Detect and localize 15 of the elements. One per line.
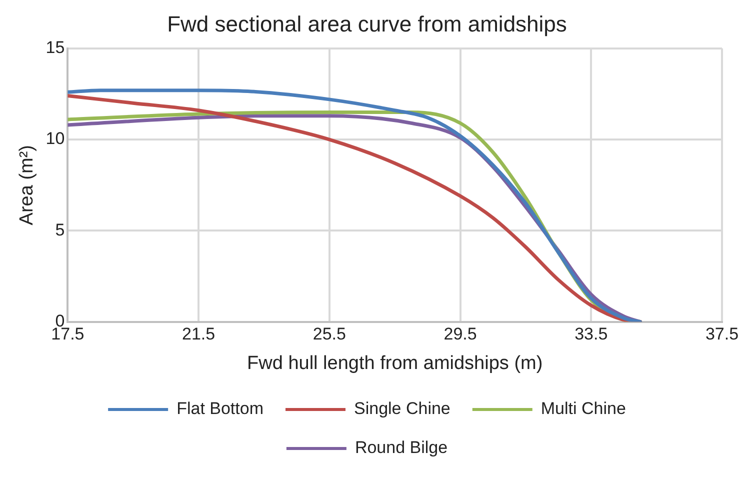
x-tick-label: 21.5 — [182, 324, 216, 344]
y-axis-title: Area (m²) — [16, 144, 38, 226]
y-tick-label: 15 — [46, 38, 65, 58]
x-tick-label: 29.5 — [444, 324, 477, 344]
legend-label: Round Bilge — [354, 438, 448, 458]
x-tick-label: 37.5 — [705, 324, 739, 344]
x-tick-label: 25.5 — [312, 324, 346, 344]
y-tick-label: 10 — [46, 129, 65, 148]
legend-label: Single Chine — [354, 399, 450, 418]
x-axis-title: Fwd hull length from amidships (m) — [247, 352, 543, 374]
x-tick-label: 33.5 — [574, 324, 608, 344]
y-tick-label: 5 — [55, 220, 65, 240]
legend-label: Multi Chine — [540, 399, 626, 418]
legend-label: Flat Bottom — [176, 399, 264, 418]
chart-title: Fwd sectional area curve from amidships — [167, 11, 567, 36]
